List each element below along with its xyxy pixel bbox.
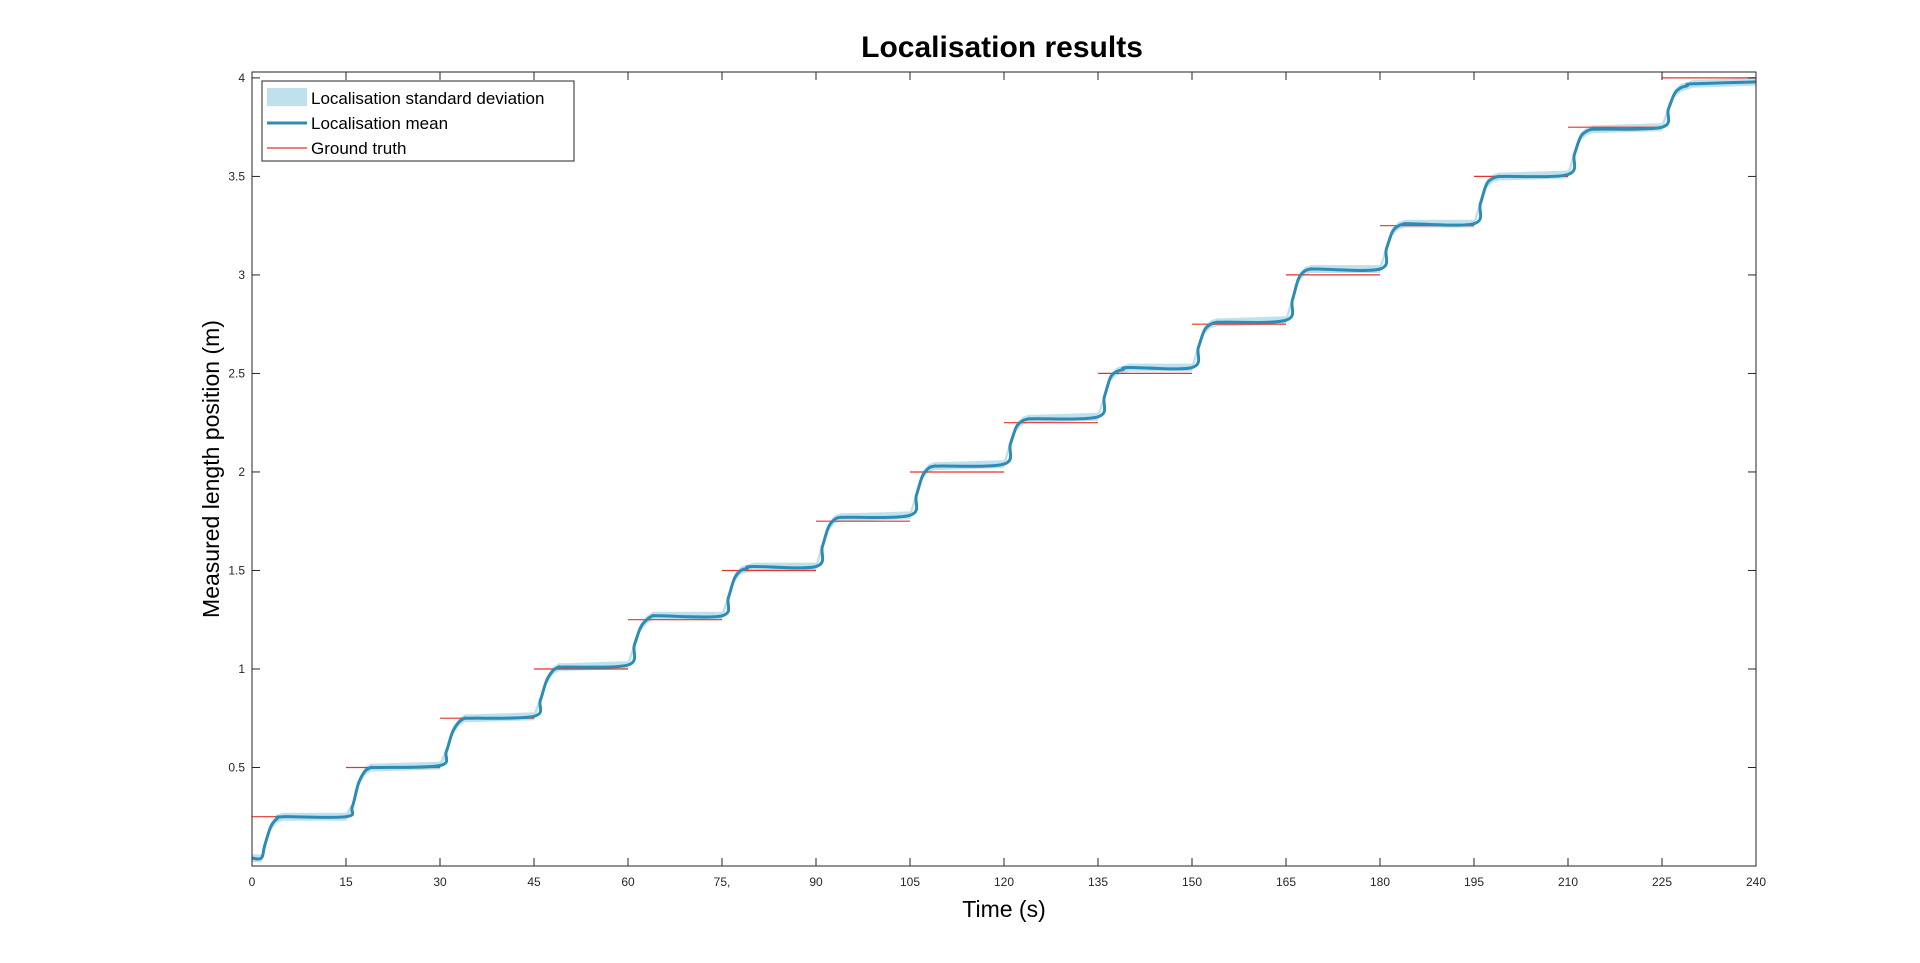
x-tick-label: 105 <box>900 875 920 889</box>
x-tick-label: 210 <box>1558 875 1578 889</box>
y-tick-label: 0.5 <box>228 760 245 774</box>
y-tick-label: 3.5 <box>228 169 245 183</box>
x-tick-label: 180 <box>1370 875 1390 889</box>
legend: Localisation standard deviation Localisa… <box>261 80 575 162</box>
y-tick-label: 1.5 <box>228 563 245 577</box>
axes-background <box>252 72 1756 866</box>
x-tick-label: 0 <box>249 875 256 889</box>
plot-area: 0 15 30 45 60 75, 90 105 120 135 150 165 180 195 210 22… <box>228 71 1766 889</box>
x-axis-label: Time (s) <box>962 896 1045 922</box>
x-tick-label: 15 <box>339 875 353 889</box>
x-tick-label: 165 <box>1276 875 1296 889</box>
x-tick-label: 75, <box>714 875 731 889</box>
y-axis-ticks: 0.5 1 1.5 2 2.5 3 3.5 4 <box>228 71 1756 774</box>
legend-label-mean-line: Localisation mean <box>311 114 448 133</box>
x-tick-label: 45 <box>527 875 541 889</box>
mean-line-layer <box>251 80 1757 861</box>
y-tick-label: 4 <box>238 71 245 85</box>
y-tick-label: 2 <box>238 465 245 479</box>
x-tick-label: 225 <box>1652 875 1672 889</box>
x-tick-label: 30 <box>433 875 447 889</box>
chart-title: Localisation results <box>861 31 1143 64</box>
x-tick-label: 135 <box>1088 875 1108 889</box>
x-tick-label: 120 <box>994 875 1014 889</box>
x-tick-label: 60 <box>621 875 635 889</box>
x-axis-ticks: 0 15 30 45 60 75, 90 105 120 135 150 165 180 195 210 22… <box>249 72 1766 889</box>
y-tick-label: 2.5 <box>228 366 245 380</box>
mean-line <box>251 80 1757 861</box>
legend-label-std-band: Localisation standard deviation <box>311 89 544 108</box>
legend-swatch-std-band <box>267 88 307 106</box>
legend-box <box>261 80 575 162</box>
y-tick-label: 1 <box>238 662 245 676</box>
x-tick-label: 150 <box>1182 875 1202 889</box>
x-tick-label: 240 <box>1746 875 1766 889</box>
x-tick-label: 90 <box>809 875 823 889</box>
y-tick-label: 3 <box>238 268 245 282</box>
legend-label-ground-truth: Ground truth <box>311 139 406 158</box>
y-axis-label: Measured length position (m) <box>198 320 224 618</box>
x-tick-label: 195 <box>1464 875 1484 889</box>
